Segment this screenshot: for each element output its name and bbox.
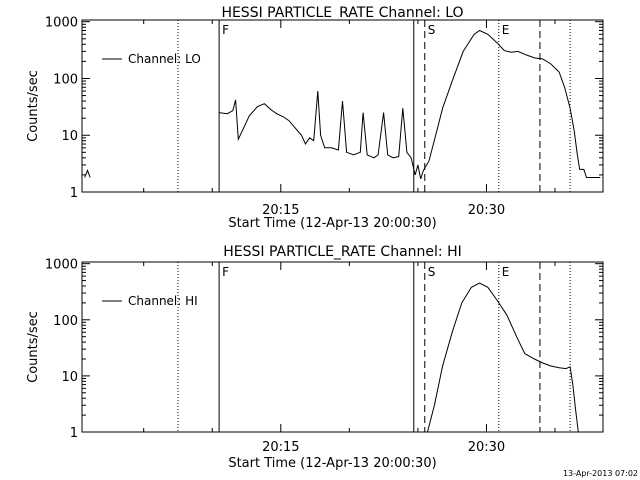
y-tick-label: 10 <box>61 129 78 144</box>
y-tick-label: 100 <box>53 72 78 87</box>
chart-title: HESSI PARTICLE_RATE Channel: LO <box>221 5 463 21</box>
y-tick-label: 1000 <box>45 16 78 31</box>
legend-label: Channel: LO <box>128 52 201 66</box>
timestamp-footer: 13-Apr-2013 07:02 <box>563 469 638 478</box>
x-axis-label: Start Time (12-Apr-13 20:00:30) <box>228 456 436 471</box>
event-marker-label: E <box>502 23 510 37</box>
event-marker-label: S <box>428 23 436 37</box>
x-tick-label: 20:30 <box>468 440 505 455</box>
event-marker-label: E <box>502 265 510 279</box>
event-marker-label: F <box>222 23 229 37</box>
event-marker-label: S <box>428 265 436 279</box>
plot-lo: HESSI PARTICLE_RATE Channel: LO 20:15 20:3… <box>26 5 604 231</box>
y-axis-label: Counts/sec <box>26 70 41 142</box>
x-tick-label: 20:15 <box>262 440 299 455</box>
series-line <box>219 29 601 180</box>
y-tick-label: 1000 <box>45 258 78 273</box>
event-marker-label: F <box>222 265 229 279</box>
y-tick-label: 100 <box>53 314 78 329</box>
y-tick-label: 1 <box>70 426 78 441</box>
legend-label: Channel: HI <box>128 294 198 308</box>
y-tick-label: 1 <box>70 186 78 201</box>
x-tick-label: 20:15 <box>262 203 299 218</box>
plot-hi: HESSI PARTICLE_RATE Channel: HI 20:15 20:3… <box>26 244 604 471</box>
plot-frame <box>81 261 604 433</box>
plot-frame <box>81 19 604 193</box>
series-line <box>427 282 579 433</box>
series-line <box>84 169 91 178</box>
y-axis-label: Counts/sec <box>26 311 41 383</box>
chart-title: HESSI PARTICLE_RATE Channel: HI <box>223 244 461 260</box>
y-tick-label: 10 <box>61 370 78 385</box>
x-tick-label: 20:30 <box>468 203 505 218</box>
x-axis-label: Start Time (12-Apr-13 20:00:30) <box>228 216 436 231</box>
